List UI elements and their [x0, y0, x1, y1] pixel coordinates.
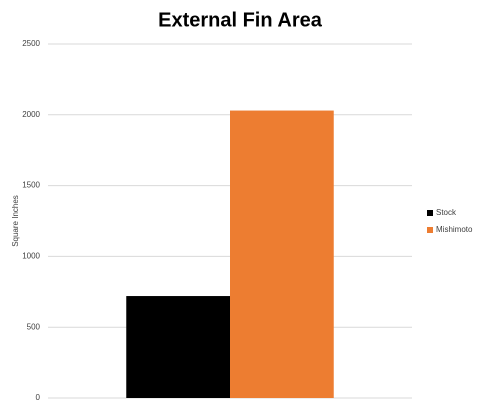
chart-title: External Fin Area: [158, 9, 323, 31]
y-tick-label: 2500: [22, 39, 40, 48]
legend-swatch: [427, 227, 433, 233]
y-tick-label: 1500: [22, 181, 40, 190]
y-axis-label: Square Inches: [11, 195, 20, 247]
bar: [230, 110, 334, 398]
legend-swatch: [427, 210, 433, 216]
bar: [126, 296, 230, 398]
y-tick-label: 0: [36, 393, 41, 402]
legend-label: Stock: [436, 208, 457, 217]
legend-label: Mishimoto: [436, 225, 473, 234]
y-tick-label: 2000: [22, 110, 40, 119]
y-tick-label: 1000: [22, 252, 40, 261]
y-tick-label: 500: [27, 322, 41, 331]
